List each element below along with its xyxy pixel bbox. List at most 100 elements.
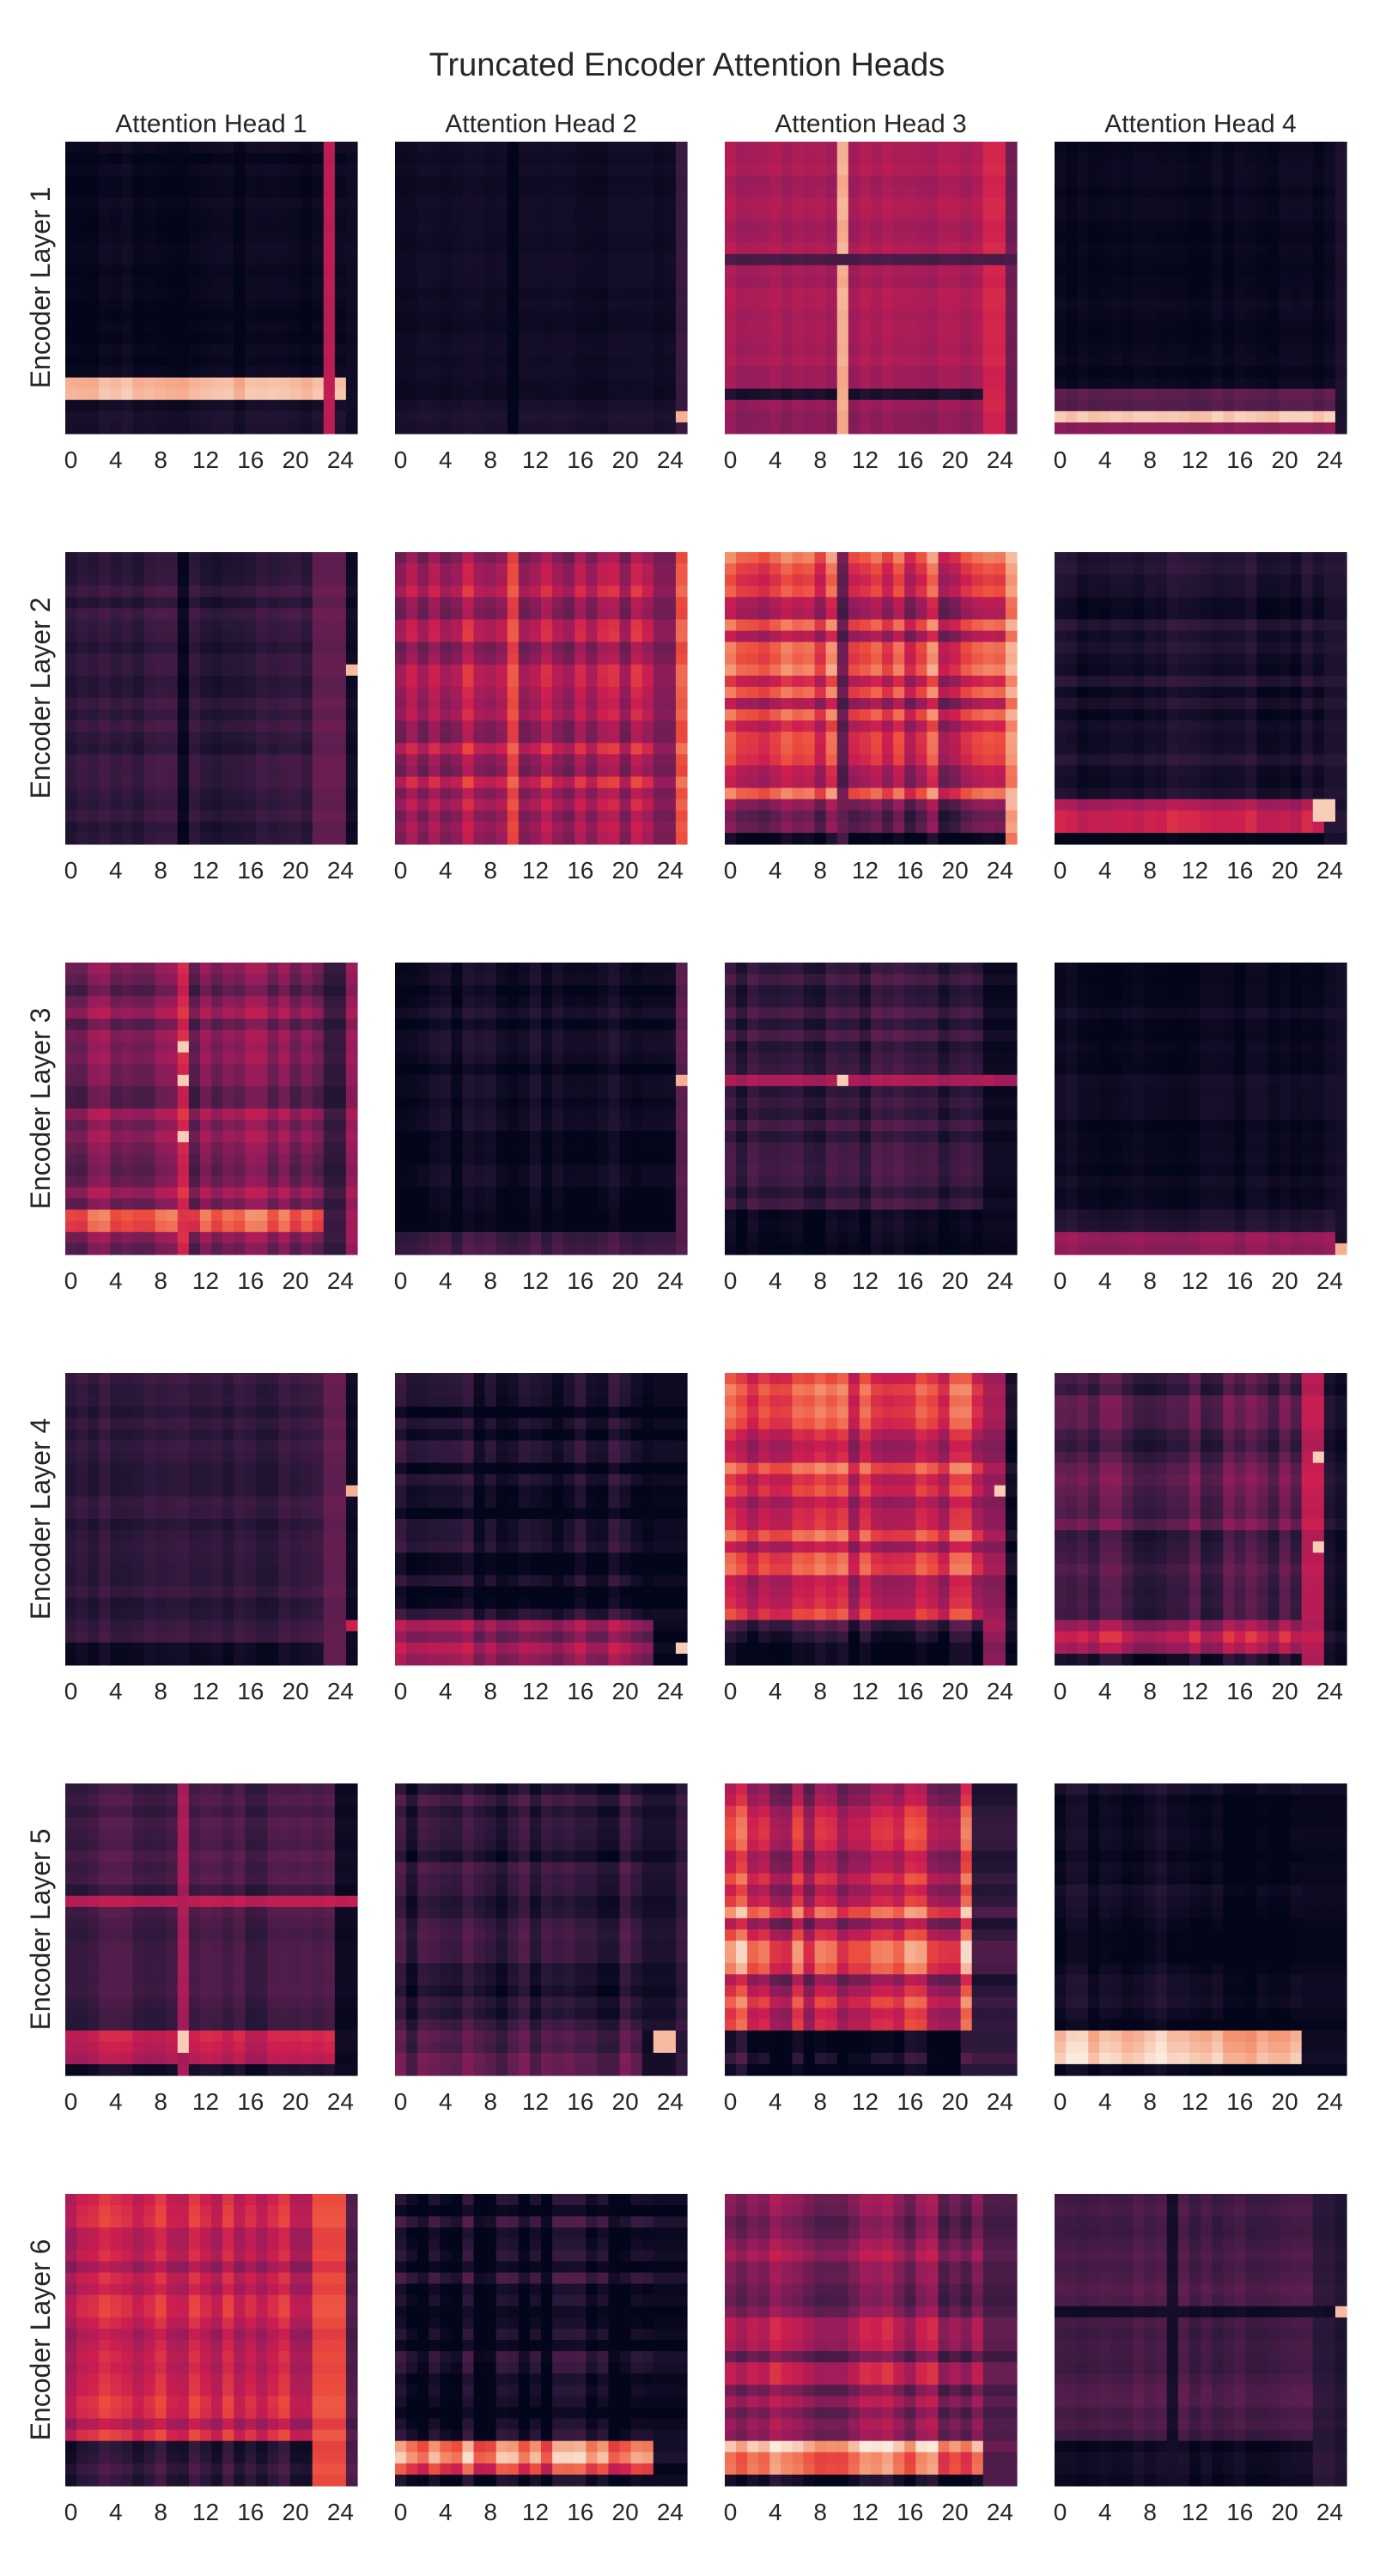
heatmap-cell bbox=[859, 754, 872, 767]
heatmap-cell bbox=[222, 186, 234, 198]
heatmap-cell bbox=[1166, 630, 1179, 643]
heatmap-cell bbox=[871, 743, 883, 755]
heatmap-cell bbox=[99, 765, 111, 778]
x-tick-label: 0 bbox=[1054, 447, 1067, 473]
heatmap-cell bbox=[99, 164, 111, 176]
heatmap-cell bbox=[1279, 343, 1292, 356]
heatmap-cell bbox=[825, 698, 838, 710]
heatmap-cell bbox=[155, 664, 167, 677]
heatmap-cell bbox=[451, 377, 464, 390]
heatmap-cell bbox=[758, 209, 770, 222]
heatmap-cell bbox=[1088, 197, 1100, 210]
heatmap-cell bbox=[949, 641, 962, 654]
heatmap-cell bbox=[1166, 563, 1179, 575]
heatmap-cell bbox=[301, 153, 313, 165]
heatmap-cell bbox=[859, 186, 872, 198]
heatmap-cell bbox=[630, 787, 643, 800]
heatmap-cell bbox=[949, 686, 962, 699]
heatmap-cell bbox=[99, 799, 111, 811]
heatmap-cell bbox=[395, 209, 407, 222]
heatmap-cell bbox=[211, 799, 223, 811]
heatmap-cell bbox=[747, 754, 759, 767]
heatmap-cell bbox=[949, 299, 962, 311]
heatmap-cell bbox=[211, 776, 223, 789]
heatmap-cell bbox=[608, 641, 621, 654]
heatmap-cell bbox=[234, 253, 246, 266]
heatmap-cell bbox=[518, 410, 531, 423]
heatmap-cell bbox=[417, 810, 429, 823]
heatmap-cell bbox=[675, 410, 688, 423]
heatmap-cell bbox=[893, 186, 905, 198]
heatmap-cell bbox=[177, 388, 190, 401]
heatmap-cell bbox=[994, 153, 1006, 165]
heatmap-cell bbox=[758, 832, 770, 845]
heatmap-cell bbox=[462, 410, 475, 423]
heatmap-cell bbox=[994, 630, 1006, 643]
heatmap-cell bbox=[417, 276, 429, 289]
heatmap-cell bbox=[747, 410, 759, 423]
heatmap-cell bbox=[177, 377, 190, 390]
heatmap-cell bbox=[473, 653, 486, 665]
heatmap-cell bbox=[1122, 586, 1134, 598]
heatmap-cell bbox=[859, 253, 872, 266]
heatmap-cell bbox=[417, 355, 429, 368]
heatmap-cell bbox=[429, 388, 441, 401]
heatmap-cell bbox=[222, 754, 234, 767]
heatmap-cell bbox=[949, 574, 962, 586]
heatmap-cell bbox=[664, 698, 677, 710]
heatmap-cell bbox=[641, 209, 654, 222]
heatmap-cell bbox=[1110, 377, 1123, 390]
heatmap-cell bbox=[334, 366, 347, 379]
heatmap-cell bbox=[814, 720, 827, 732]
heatmap-cell bbox=[267, 709, 280, 721]
heatmap-cell bbox=[675, 653, 688, 665]
heatmap-cell bbox=[971, 776, 984, 789]
heatmap-cell bbox=[1177, 220, 1190, 233]
heatmap-cell bbox=[484, 630, 497, 643]
heatmap-cell bbox=[859, 619, 872, 632]
heatmap-cell bbox=[664, 366, 677, 379]
heatmap-cell bbox=[234, 264, 246, 277]
heatmap-cell bbox=[994, 720, 1006, 732]
heatmap-cell bbox=[529, 142, 542, 154]
heatmap-cell bbox=[484, 220, 497, 233]
heatmap-cell bbox=[960, 732, 973, 744]
heatmap-cell bbox=[630, 164, 643, 176]
heatmap-cell bbox=[792, 422, 805, 434]
heatmap-cell bbox=[1279, 563, 1292, 575]
heatmap-cell bbox=[915, 366, 927, 379]
heatmap-cell bbox=[121, 653, 134, 665]
heatmap-cell bbox=[495, 355, 508, 368]
heatmap-cell bbox=[1133, 310, 1146, 322]
heatmap-cell bbox=[641, 686, 654, 699]
heatmap-cell bbox=[619, 686, 632, 699]
heatmap-cell bbox=[1066, 197, 1078, 210]
heatmap-cell bbox=[982, 186, 995, 198]
heatmap-cell bbox=[575, 821, 587, 834]
heatmap-cell bbox=[608, 253, 621, 266]
heatmap-cell bbox=[736, 675, 748, 688]
heatmap-cell bbox=[278, 574, 291, 586]
heatmap-cell bbox=[222, 597, 234, 609]
heatmap-cell bbox=[1088, 366, 1100, 379]
heatmap-cell bbox=[76, 709, 88, 721]
heatmap-cell bbox=[234, 220, 246, 233]
heatmap-cell bbox=[619, 732, 632, 744]
heatmap-cell bbox=[76, 787, 88, 800]
heatmap-cell bbox=[653, 321, 666, 333]
heatmap-cell bbox=[395, 310, 407, 322]
heatmap-cell bbox=[289, 422, 302, 434]
heatmap-cell bbox=[1005, 310, 1018, 322]
heatmap-cell bbox=[758, 563, 770, 575]
heatmap-cell bbox=[781, 664, 793, 677]
heatmap-cell bbox=[1189, 552, 1201, 564]
heatmap-cell bbox=[462, 399, 475, 412]
heatmap-cell bbox=[1256, 552, 1269, 564]
heatmap-cell bbox=[495, 720, 508, 732]
heatmap-cell bbox=[1256, 332, 1269, 344]
heatmap-cell bbox=[507, 299, 520, 311]
heatmap-cell bbox=[575, 321, 587, 333]
heatmap-cell bbox=[949, 209, 962, 222]
heatmap-cell bbox=[949, 608, 962, 621]
